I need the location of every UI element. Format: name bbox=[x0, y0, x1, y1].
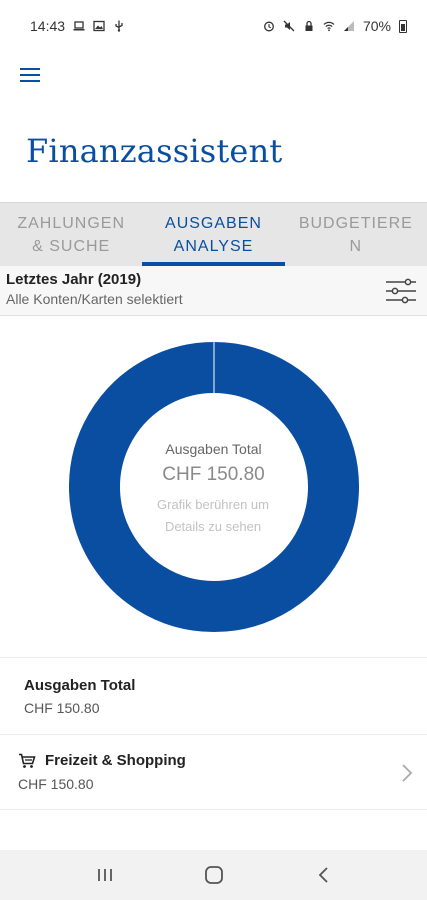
tab-label: BUDGETIERE N bbox=[298, 214, 413, 255]
filter-row[interactable]: Letztes Jahr (2019) Alle Konten/Karten s… bbox=[0, 266, 427, 316]
image-icon bbox=[93, 20, 105, 32]
status-time: 14:43 bbox=[30, 18, 66, 34]
hamburger-line bbox=[20, 74, 40, 76]
home-button[interactable] bbox=[194, 860, 234, 890]
laptop-icon bbox=[73, 21, 85, 31]
alarm-icon bbox=[264, 21, 274, 32]
total-summary: Ausgaben Total CHF 150.80 bbox=[0, 657, 427, 734]
tab-budgeting[interactable]: BUDGETIERE N bbox=[285, 203, 427, 266]
spending-donut-chart[interactable] bbox=[69, 342, 359, 632]
shopping-cart-icon bbox=[19, 753, 36, 768]
wifi-icon bbox=[323, 21, 335, 32]
list-spacer bbox=[0, 810, 427, 850]
tab-payments-search[interactable]: ZAHLUNGEN & SUCHE bbox=[0, 203, 142, 266]
menu-button[interactable] bbox=[18, 66, 42, 84]
chart-center-label: Ausgaben Total bbox=[165, 441, 262, 457]
category-line: Freizeit & Shopping bbox=[18, 752, 409, 769]
filter-subtitle: Alle Konten/Karten selektiert bbox=[6, 291, 183, 307]
system-nav-bar bbox=[0, 850, 427, 900]
home-icon bbox=[204, 866, 223, 884]
lock-icon bbox=[305, 20, 313, 31]
hamburger-line bbox=[20, 80, 40, 82]
status-bar: 14:43 70% bbox=[0, 0, 427, 52]
signal-icon bbox=[343, 21, 354, 31]
tab-label: ZAHLUNGEN & SUCHE bbox=[17, 214, 125, 255]
category-row[interactable]: Freizeit & Shopping CHF 150.80 bbox=[0, 734, 427, 810]
battery-percent: 70% bbox=[362, 18, 391, 34]
sliders-icon[interactable] bbox=[385, 278, 417, 304]
recent-apps-icon bbox=[97, 869, 112, 881]
category-name: Freizeit & Shopping bbox=[45, 752, 186, 769]
donut-slice[interactable] bbox=[69, 342, 359, 632]
back-icon bbox=[318, 867, 328, 883]
back-button[interactable] bbox=[303, 860, 343, 890]
chart-hint: Grafik berühren um Details zu sehen bbox=[157, 497, 269, 534]
recent-apps-button[interactable] bbox=[85, 860, 125, 890]
battery-icon bbox=[399, 19, 407, 33]
summary-title: Ausgaben Total bbox=[24, 677, 136, 694]
mute-icon bbox=[283, 20, 295, 32]
status-left: 14:43 bbox=[30, 18, 125, 34]
usb-icon bbox=[115, 20, 123, 32]
chart-center-value: CHF 150.80 bbox=[162, 464, 265, 485]
tab-bar: ZAHLUNGEN & SUCHE AUSGABEN ANALYSE BUDGE… bbox=[0, 202, 427, 266]
tab-label: AUSGABEN ANALYSE bbox=[165, 214, 262, 255]
tab-spending-analysis[interactable]: AUSGABEN ANALYSE bbox=[142, 203, 285, 266]
category-value: CHF 150.80 bbox=[18, 776, 94, 792]
status-right: 70% bbox=[263, 18, 407, 34]
chart-area: Ausgaben Total CHF 150.80 Grafik berühre… bbox=[0, 316, 427, 656]
summary-value: CHF 150.80 bbox=[24, 700, 100, 716]
filter-title: Letztes Jahr (2019) bbox=[6, 271, 142, 288]
hamburger-menu-icon bbox=[20, 68, 40, 70]
page-title: Finanzassistent bbox=[26, 132, 283, 170]
chevron-right-icon bbox=[402, 764, 413, 782]
